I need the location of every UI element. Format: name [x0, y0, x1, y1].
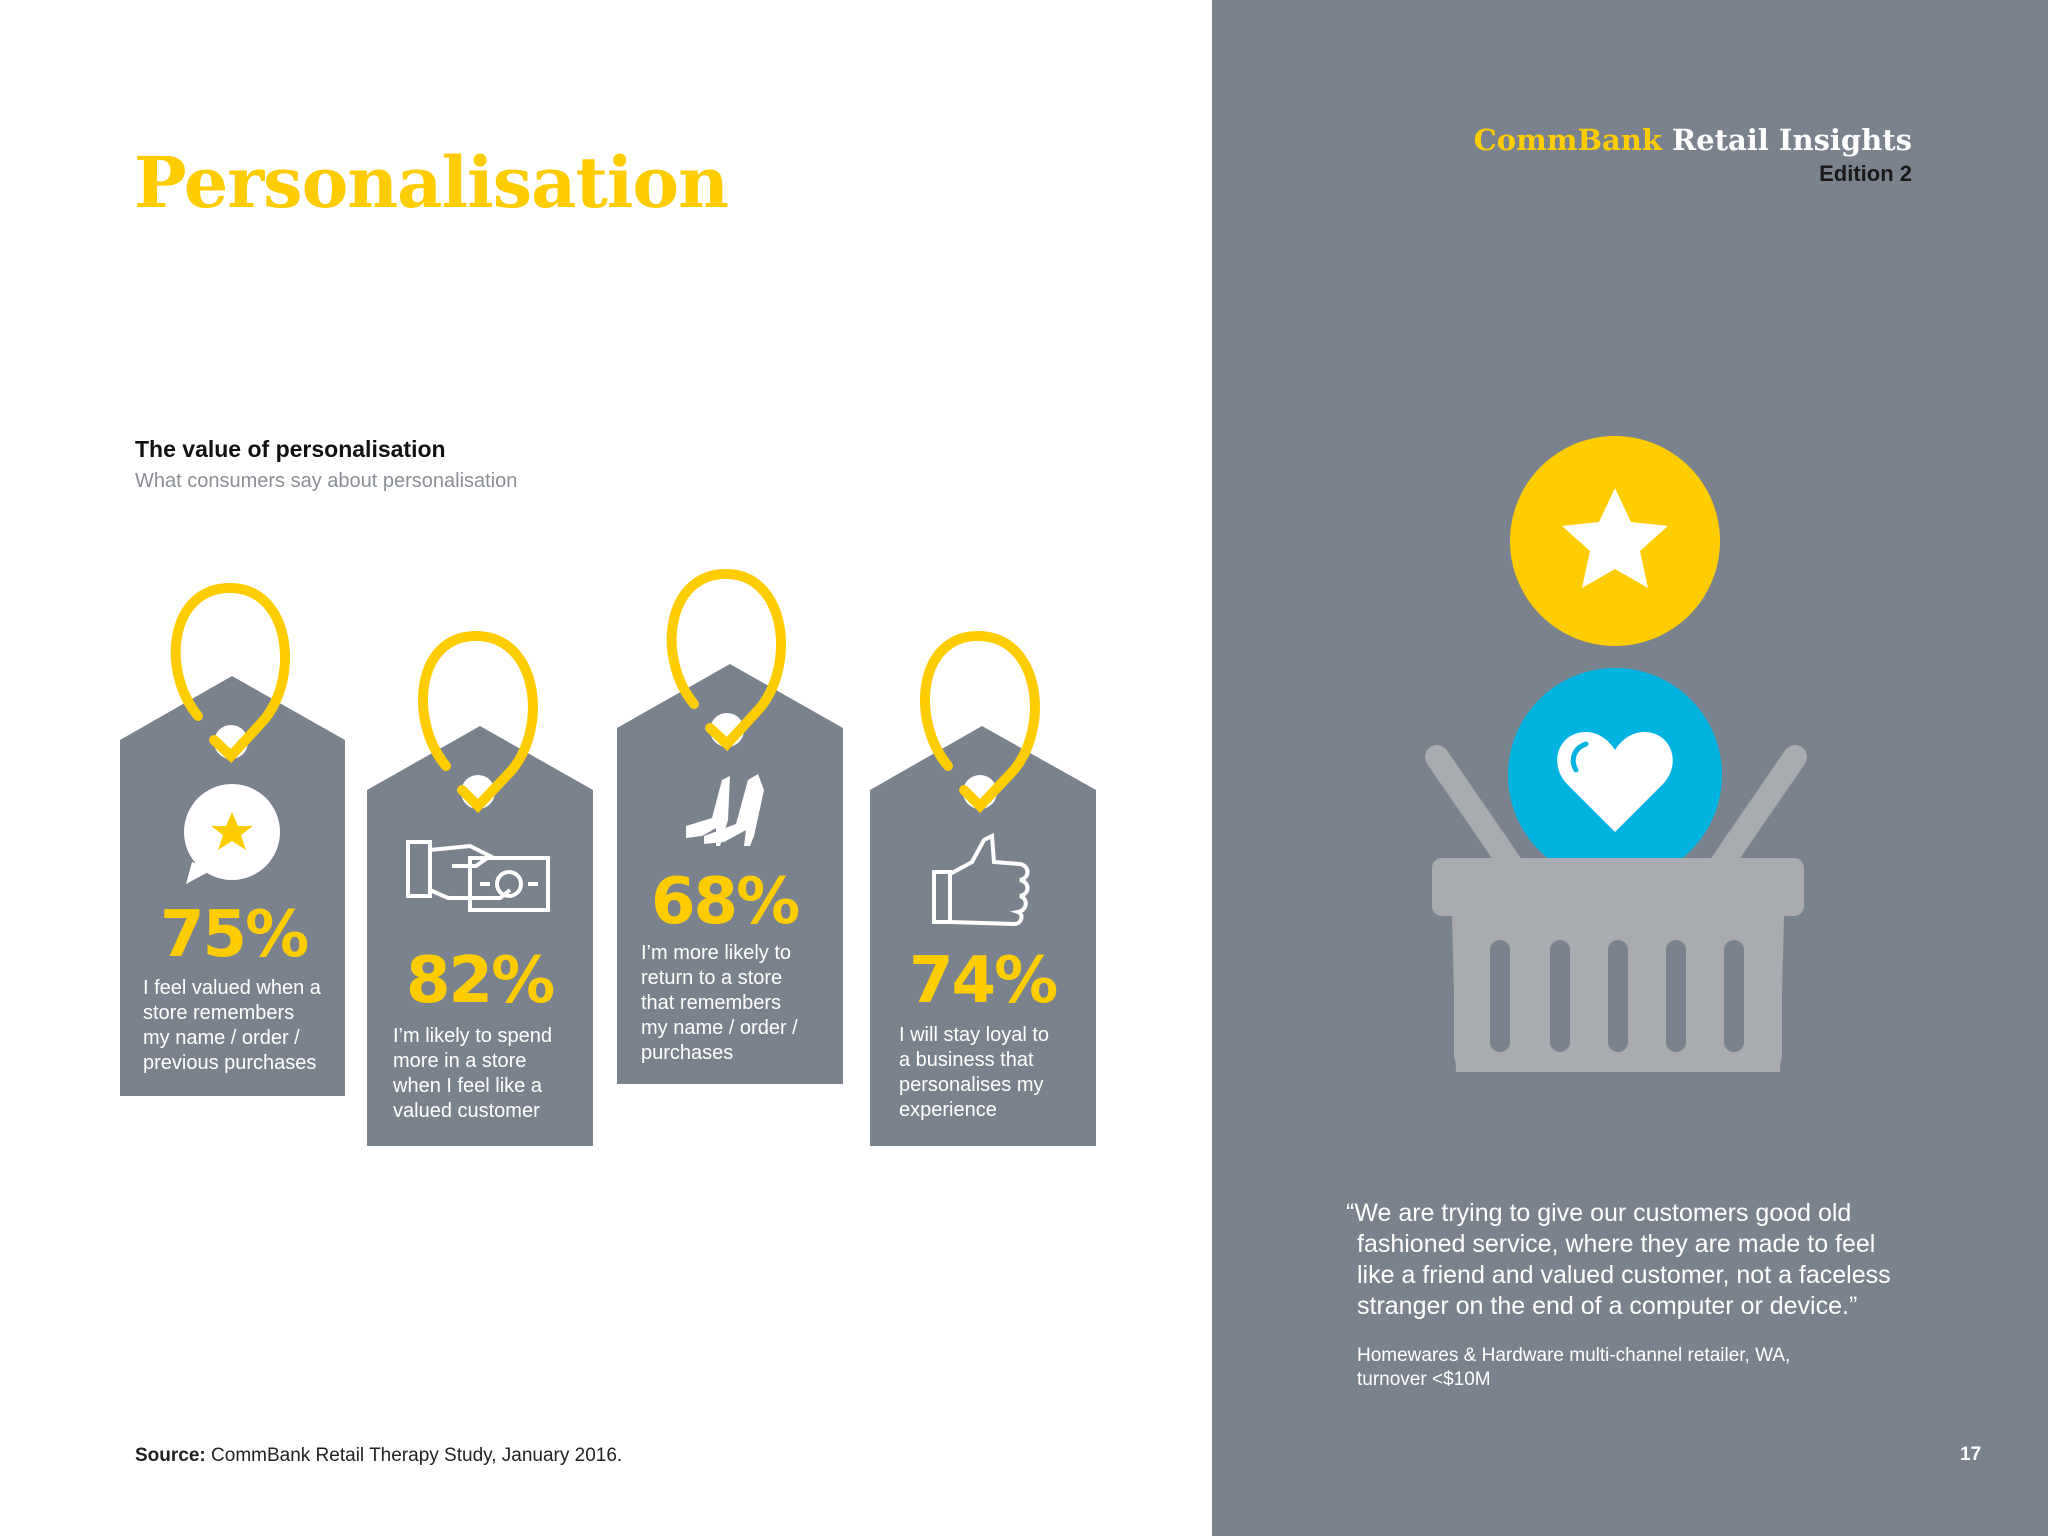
tag-4	[870, 630, 1096, 1146]
tag-4-line: a business that	[899, 1049, 1034, 1071]
tag-3	[617, 568, 843, 1084]
attribution-line: Homewares & Hardware multi-channel retai…	[1357, 1345, 1791, 1366]
tag-1-line: my name / order /	[143, 1027, 300, 1049]
tag-3-line: purchases	[641, 1042, 734, 1064]
quote-line: like a friend and valued customer, not a…	[1357, 1261, 1891, 1289]
quote-line: “We are trying to give our customers goo…	[1346, 1199, 1852, 1227]
brand-name: CommBank Retail Insights	[1474, 126, 1912, 155]
tag-1-line: previous purchases	[143, 1052, 317, 1074]
source-label: Source:	[135, 1445, 206, 1466]
tag-4-line: personalises my	[899, 1074, 1044, 1096]
thumbs-up-icon	[932, 832, 1030, 927]
tag-2-line: when I feel like a	[393, 1075, 542, 1097]
tag-3-line: my name / order /	[641, 1017, 798, 1039]
tag-1-percent: 75%	[160, 898, 309, 972]
brand-commbank: CommBank	[1473, 123, 1662, 157]
tag-2-line: I’m likely to spend	[393, 1025, 552, 1047]
price-tags-graphic	[120, 568, 1096, 1146]
heart-badge-icon	[1508, 668, 1722, 882]
star-badge-icon	[1510, 436, 1720, 646]
tag-2-line: valued customer	[393, 1100, 540, 1122]
speech-star-icon	[184, 784, 280, 884]
high-heels-icon	[686, 774, 764, 846]
tag-3-line: return to a store	[641, 967, 783, 989]
tag-4-line: I will stay loyal to	[899, 1024, 1050, 1046]
tag-4-percent: 74%	[909, 944, 1058, 1018]
tag-2-text: I’m likely to spend more in a store when…	[393, 1024, 593, 1124]
hand-cash-icon	[406, 840, 550, 912]
quote-line: stranger on the end of a computer or dev…	[1357, 1292, 1858, 1320]
tag-3-percent: 68%	[651, 865, 800, 939]
source-text: CommBank Retail Therapy Study, January 2…	[205, 1445, 623, 1466]
tag-4-text: I will stay loyal to a business that per…	[899, 1023, 1099, 1123]
section-heading: The value of personalisation	[135, 436, 446, 462]
quote-line: fashioned service, where they are made t…	[1357, 1230, 1876, 1258]
tag-1-line: I feel valued when a	[143, 977, 321, 999]
shopping-basket-icon	[1425, 745, 1807, 1072]
tag-3-line: I’m more likely to	[641, 942, 792, 964]
tag-2-line: more in a store	[393, 1050, 527, 1072]
brand-retail-insights: Retail Insights	[1672, 123, 1912, 157]
edition-label: Edition 2	[1819, 161, 1912, 186]
source-note: Source: CommBank Retail Therapy Study, J…	[135, 1445, 622, 1467]
tag-1	[120, 582, 345, 1096]
tag-2	[367, 630, 593, 1146]
tag-3-text: I’m more likely to return to a store tha…	[641, 941, 841, 1066]
tag-1-line: store remembers	[143, 1002, 295, 1024]
tag-2-percent: 82%	[406, 944, 555, 1018]
customer-quote: “We are trying to give our customers goo…	[1346, 1198, 1906, 1322]
page-number: 17	[1960, 1444, 1982, 1465]
basket-illustration	[1425, 436, 1807, 1072]
page-title: Personalisation	[134, 141, 729, 224]
quote-attribution: Homewares & Hardware multi-channel retai…	[1357, 1344, 1857, 1392]
tag-3-line: that remembers	[641, 992, 782, 1014]
tag-4-line: experience	[899, 1099, 997, 1121]
attribution-line: turnover <$10M	[1357, 1369, 1491, 1390]
brand-header: CommBank Retail Insights Edition 2	[1474, 126, 1912, 187]
tag-1-text: I feel valued when a store remembers my …	[143, 976, 343, 1076]
section-subheading: What consumers say about personalisation	[135, 470, 518, 492]
